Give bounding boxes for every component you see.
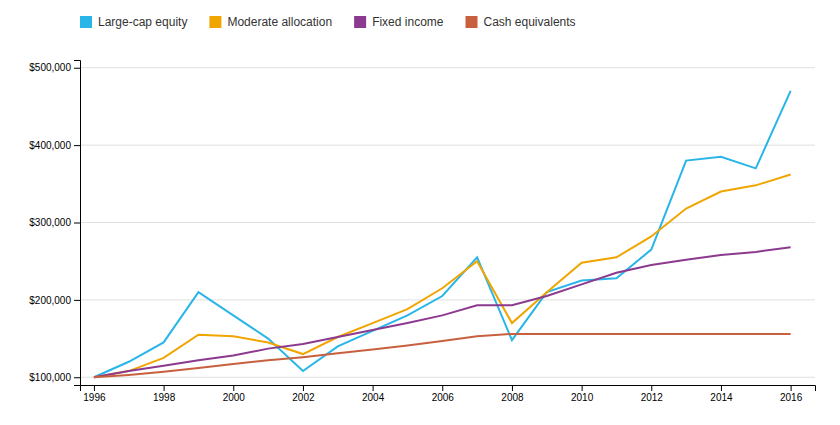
- grid: [80, 68, 815, 378]
- tick-mark: [303, 385, 304, 391]
- legend-item: Cash equivalents: [466, 15, 576, 29]
- tick-label: $300,000: [29, 217, 71, 228]
- legend-swatch: [466, 16, 478, 28]
- grid-line: [80, 145, 815, 146]
- series-line: [94, 91, 791, 377]
- tick: $200,000: [29, 295, 80, 306]
- tick-mark: [373, 385, 374, 391]
- series-line: [94, 334, 791, 377]
- lines: [94, 91, 791, 377]
- tick-label: 1996: [83, 392, 106, 403]
- tick-mark: [74, 300, 80, 301]
- tick-label: $400,000: [29, 140, 71, 151]
- legend: Large-cap equity Moderate allocation Fixed…: [80, 15, 576, 29]
- legend-swatch: [354, 16, 366, 28]
- plot: 1996 1998 2000 2002 2004 2006 2008 2010 2012 2014…: [29, 61, 815, 404]
- tick-label: $200,000: [29, 295, 71, 306]
- legend-item: Fixed income: [354, 15, 444, 29]
- tick: 2016: [780, 385, 803, 403]
- tick: $500,000: [29, 62, 80, 73]
- grid-line: [80, 67, 815, 68]
- tick-label: $100,000: [29, 372, 71, 383]
- tick: 2008: [501, 385, 524, 403]
- legend-swatch: [209, 16, 221, 28]
- tick: 2000: [223, 385, 246, 403]
- tick-label: 2008: [501, 392, 524, 403]
- tick-mark: [74, 145, 80, 146]
- tick-label: 2000: [223, 392, 246, 403]
- series-line: [94, 247, 791, 377]
- grid-line: [80, 377, 815, 378]
- tick: 2014: [710, 385, 733, 403]
- legend-label: Cash equivalents: [484, 15, 576, 29]
- tick-mark: [582, 385, 583, 391]
- tick-label: 2002: [292, 392, 315, 403]
- tick-mark: [512, 385, 513, 391]
- y-axis: $100,000 $200,000 $300,000 $400,000 $500,000: [29, 61, 80, 386]
- tick-label: 2016: [780, 392, 803, 403]
- tick-label: $500,000: [29, 62, 71, 73]
- x-axis: 1996 1998 2000 2002 2004 2006 2008 2010 2012 2014…: [81, 385, 816, 403]
- tick-label: 1998: [153, 392, 176, 403]
- legend-item: Moderate allocation: [209, 15, 332, 29]
- grid-line: [80, 299, 815, 300]
- tick: 1996: [83, 385, 106, 403]
- tick: $400,000: [29, 140, 80, 151]
- tick-mark: [651, 385, 652, 391]
- tick-mark: [74, 68, 80, 69]
- tick-mark: [74, 223, 80, 224]
- series-line: [94, 175, 791, 378]
- tick-mark: [791, 385, 792, 391]
- axis-line: [81, 386, 816, 392]
- tick-label: 2010: [571, 392, 594, 403]
- axis-line: [74, 61, 81, 386]
- grid-line: [80, 222, 815, 223]
- tick: 1998: [153, 385, 176, 403]
- legend-swatch: [80, 16, 92, 28]
- tick-mark: [164, 385, 165, 391]
- tick-mark: [233, 385, 234, 391]
- legend-label: Large-cap equity: [98, 15, 187, 29]
- tick: 2002: [292, 385, 315, 403]
- tick-mark: [74, 377, 80, 378]
- tick: 2012: [641, 385, 664, 403]
- legend-label: Moderate allocation: [227, 15, 332, 29]
- legend-item: Large-cap equity: [80, 15, 187, 29]
- chart: 1996 1998 2000 2002 2004 2006 2008 2010 2012 2014…: [0, 0, 840, 425]
- tick-mark: [721, 385, 722, 391]
- tick-label: 2006: [432, 392, 455, 403]
- tick: 2004: [362, 385, 385, 403]
- tick: 2006: [432, 385, 455, 403]
- tick: $300,000: [29, 217, 80, 228]
- legend-label: Fixed income: [372, 15, 444, 29]
- tick: $100,000: [29, 372, 80, 383]
- tick: 2010: [571, 385, 594, 403]
- tick-mark: [442, 385, 443, 391]
- tick-mark: [94, 385, 95, 391]
- tick-label: 2004: [362, 392, 385, 403]
- tick-label: 2014: [710, 392, 733, 403]
- tick-label: 2012: [641, 392, 664, 403]
